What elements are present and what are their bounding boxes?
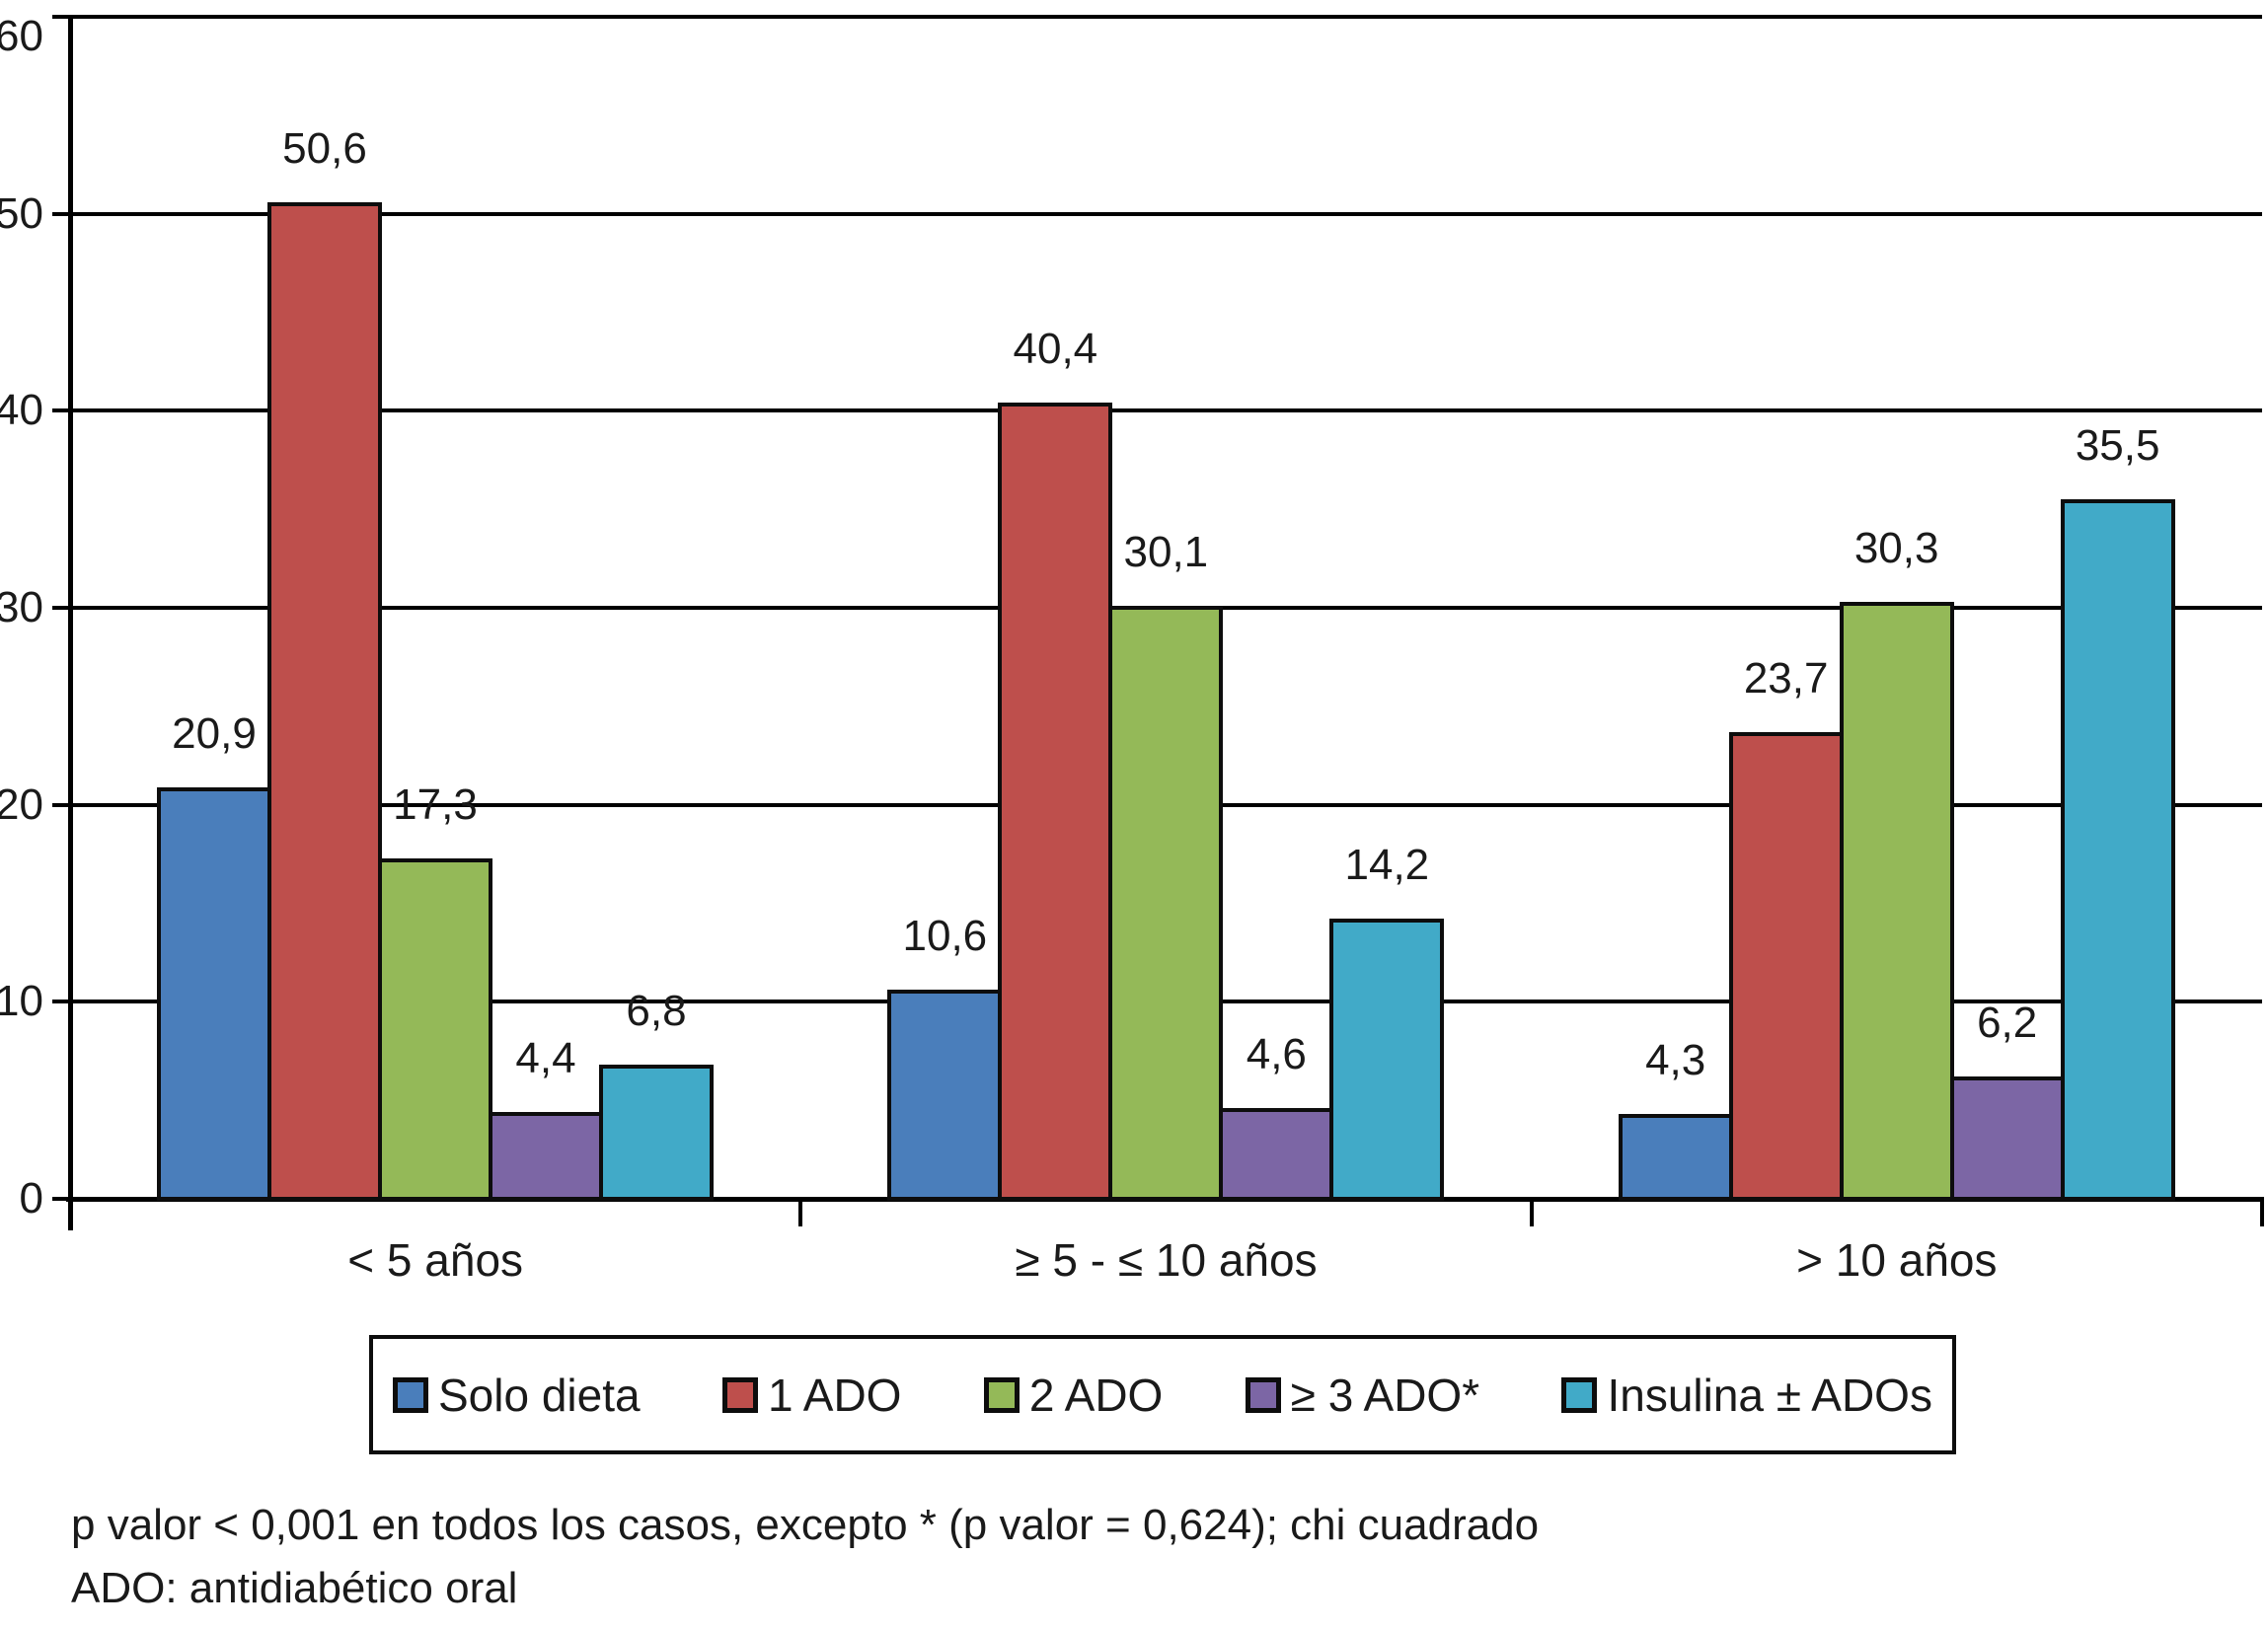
- bar: [1219, 1108, 1334, 1201]
- plot-area: 0 10 20 30 40 50 60 20,9 50,6 17,3 4,4 6,8 < 5 años 1…: [0, 12, 2264, 1286]
- y-axis-tick: [52, 1000, 70, 1004]
- legend-swatch: [1561, 1376, 1598, 1413]
- x-axis-tick: [1529, 1199, 1534, 1226]
- x-axis-category-label: ≥ 5 - ≤ 10 años: [1015, 1234, 1318, 1286]
- bar: [489, 1112, 603, 1201]
- bar: [887, 990, 1003, 1201]
- legend-item: Insulina ± ADOs: [1561, 1371, 1932, 1420]
- bar-value-label: 6,2: [1977, 999, 2038, 1048]
- gridline: [70, 15, 2262, 19]
- bar-value-label: 35,5: [2075, 421, 2160, 471]
- bar-value-label: 30,1: [1123, 528, 1209, 576]
- legend-label: ≥ 3 ADO*: [1290, 1369, 1480, 1421]
- legend-label: Insulina ± ADOs: [1607, 1369, 1932, 1421]
- bar-value-label: 4,3: [1645, 1036, 1706, 1085]
- y-axis-tick: [52, 802, 70, 807]
- bar-value-label: 17,3: [393, 779, 478, 829]
- y-axis-tick-label: 20: [0, 779, 43, 829]
- footnote-ado-definition: ADO: antidiabético oral: [71, 1564, 518, 1612]
- bar-value-label: 20,9: [172, 708, 257, 758]
- bar-value-label: 4,6: [1246, 1030, 1307, 1079]
- y-axis-tick: [52, 606, 70, 610]
- legend-label: Solo dieta: [438, 1369, 641, 1421]
- y-axis-tick-label: 60: [0, 12, 43, 60]
- legend-swatch: [393, 1376, 428, 1413]
- footnotes: p valor < 0,001 en todos los casos, exce…: [71, 1494, 1539, 1620]
- bar-value-label: 10,6: [902, 912, 988, 961]
- bar: [378, 857, 492, 1201]
- gridline: [70, 211, 2262, 216]
- bar: [998, 403, 1113, 1201]
- legend-swatch: [1245, 1376, 1281, 1413]
- bar-value-label: 4,4: [515, 1034, 576, 1083]
- y-axis-tick-label: 40: [0, 386, 43, 435]
- y-axis-tick: [52, 15, 70, 19]
- bar-value-label: 30,3: [1853, 524, 1939, 572]
- bar: [1728, 731, 1844, 1201]
- y-axis-tick-label: 0: [19, 1174, 43, 1222]
- legend-label: 1 ADO: [767, 1369, 902, 1421]
- bar-value-label: 6,8: [626, 987, 687, 1036]
- y-axis-tick: [52, 408, 70, 413]
- x-axis-category-label: < 5 años: [347, 1234, 524, 1286]
- y-axis-tick: [52, 1197, 70, 1201]
- bar: [599, 1065, 714, 1201]
- x-axis-tick: [2260, 1199, 2264, 1226]
- legend-item: ≥ 3 ADO*: [1245, 1369, 1480, 1421]
- legend-swatch: [983, 1376, 1020, 1413]
- bar-value-label: 23,7: [1743, 653, 1829, 703]
- bar: [2060, 499, 2175, 1201]
- bar-value-label: 50,6: [282, 123, 367, 173]
- x-axis-tick: [798, 1199, 803, 1226]
- bar: [1329, 919, 1445, 1201]
- bar: [267, 201, 382, 1201]
- bar-value-label: 40,4: [1013, 325, 1098, 374]
- x-axis-category-label: > 10 años: [1796, 1234, 1998, 1286]
- legend-label: 2 ADO: [1028, 1369, 1164, 1421]
- y-axis-tick: [52, 211, 70, 216]
- y-axis-line: [68, 15, 73, 1230]
- legend-swatch: [721, 1376, 758, 1413]
- footnote-pvalue: p valor < 0,001 en todos los casos, exce…: [71, 1501, 1540, 1549]
- legend: Solo dieta 1 ADO 2 ADO ≥ 3 ADO* Insulina ± A…: [369, 1335, 1956, 1454]
- y-axis-tick-label: 10: [0, 977, 43, 1026]
- bar: [1949, 1076, 2065, 1201]
- legend-item: 2 ADO: [983, 1369, 1164, 1421]
- gridline: [70, 408, 2262, 413]
- legend-item: 1 ADO: [721, 1369, 902, 1421]
- bar-value-label: 14,2: [1344, 841, 1430, 890]
- y-axis-tick-label: 30: [0, 583, 43, 631]
- y-axis-tick-label: 50: [0, 188, 43, 238]
- legend-item: Solo dieta: [393, 1371, 641, 1420]
- bar: [1839, 602, 1954, 1201]
- bar: [1618, 1114, 1733, 1201]
- bar: [157, 786, 271, 1201]
- bar: [1108, 606, 1224, 1201]
